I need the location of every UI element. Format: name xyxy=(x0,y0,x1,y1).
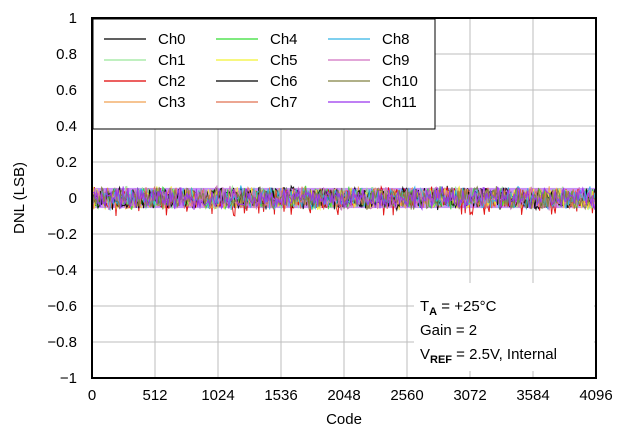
series-lines xyxy=(91,184,597,217)
legend-label: Ch11 xyxy=(382,94,417,111)
annotation-reference-symbol: V xyxy=(420,346,430,363)
annotation-reference-subscript: REF xyxy=(430,354,452,366)
y-tick-labels: 1 0.8 0.6 0.4 0.2 0 −0.2 −0.4 −0.6 −0.8 −1 xyxy=(47,10,77,387)
annotation-temperature: TA = +25°C xyxy=(420,298,497,318)
plot-frame xyxy=(91,17,597,379)
y-tick-label: 0.6 xyxy=(56,82,77,99)
x-tick-label: 1536 xyxy=(264,387,297,404)
annotation-temperature-subscript: A xyxy=(429,306,437,318)
x-tick-label: 2560 xyxy=(390,387,423,404)
y-tick-label: −0.8 xyxy=(47,334,77,351)
legend-label: Ch6 xyxy=(270,73,298,90)
legend-label: Ch5 xyxy=(270,52,298,69)
legend-label: Ch10 xyxy=(382,73,418,90)
legend-label: Ch1 xyxy=(158,52,186,69)
y-tick-label: 0.2 xyxy=(56,154,77,171)
y-tick-label: 1 xyxy=(69,10,77,27)
x-tick-label: 4096 xyxy=(579,387,612,404)
legend-label: Ch8 xyxy=(382,31,410,48)
conditions-annotation: TA = +25°C Gain = 2 VREF = 2.5V, Interna… xyxy=(414,283,594,371)
y-tick-label: 0.4 xyxy=(56,118,77,135)
annotation-reference-value: = 2.5V, Internal xyxy=(452,346,557,363)
annotation-temperature-symbol: T xyxy=(420,298,429,315)
y-tick-label: −0.4 xyxy=(47,262,77,279)
x-tick-label: 2048 xyxy=(327,387,360,404)
x-tick-label: 512 xyxy=(142,387,167,404)
legend: Ch0 Ch1 Ch2 Ch3 Ch4 Ch5 Ch6 Ch7 Ch8 Ch9 Ch10 Ch11 xyxy=(92,18,436,130)
legend-label: Ch2 xyxy=(158,73,186,90)
legend-label: Ch3 xyxy=(158,94,186,111)
series-line-ch10 xyxy=(91,185,597,211)
legend-label: Ch9 xyxy=(382,52,410,69)
annotation-reference: VREF = 2.5V, Internal xyxy=(420,346,557,366)
annotation-temperature-value: = +25°C xyxy=(437,298,497,315)
series-line-ch8 xyxy=(91,185,597,212)
legend-label: Ch0 xyxy=(158,31,186,48)
y-axis-label: DNL (LSB) xyxy=(11,162,28,234)
x-tick-label: 3584 xyxy=(516,387,549,404)
y-tick-label: −0.6 xyxy=(47,298,77,315)
y-tick-label: −1 xyxy=(60,370,77,387)
y-tick-label: −0.2 xyxy=(47,226,77,243)
legend-items: Ch0 Ch1 Ch2 Ch3 Ch4 Ch5 Ch6 Ch7 Ch8 Ch9 Ch10 Ch11 xyxy=(104,31,418,111)
x-tick-label: 1024 xyxy=(201,387,234,404)
x-axis-label: Code xyxy=(326,411,362,425)
annotation-box xyxy=(414,283,594,371)
x-tick-labels: 0 512 1024 1536 2048 2560 3072 3584 4096 xyxy=(88,387,613,404)
x-tick-label: 0 xyxy=(88,387,96,404)
legend-label: Ch7 xyxy=(270,94,298,111)
y-tick-label: 0 xyxy=(69,190,77,207)
legend-label: Ch4 xyxy=(270,31,298,48)
legend-box xyxy=(92,18,436,130)
y-tick-label: 0.8 xyxy=(56,46,77,63)
series-line-ch11 xyxy=(91,186,597,212)
series-line-ch7 xyxy=(91,186,597,211)
x-tick-label: 3072 xyxy=(453,387,486,404)
annotation-gain: Gain = 2 xyxy=(420,322,477,339)
